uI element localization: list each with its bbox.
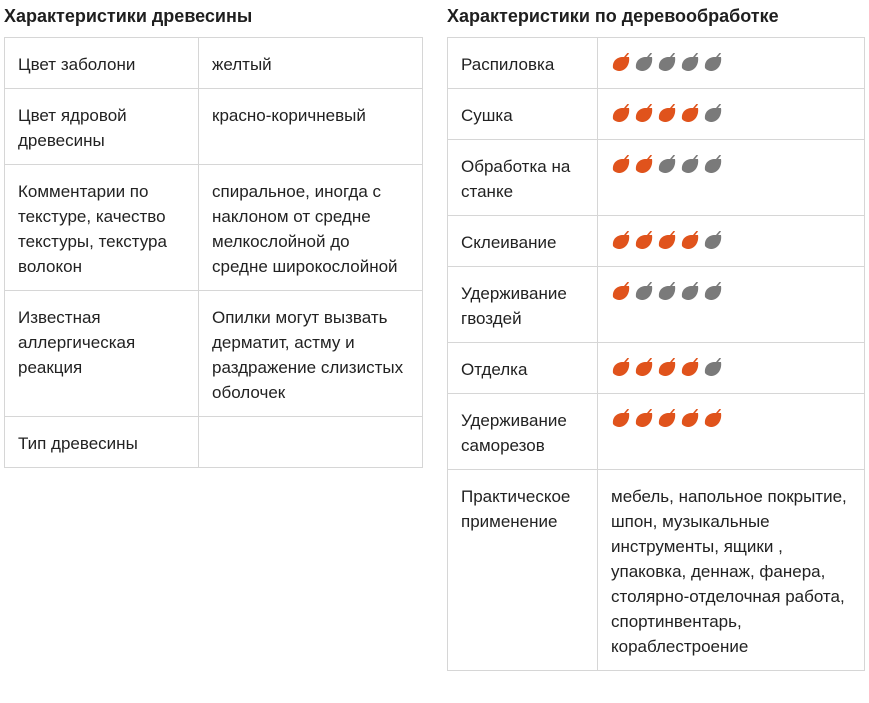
rating-cell: [597, 342, 865, 394]
wood-characteristics-title: Характеристики древесины: [4, 6, 253, 26]
leaf-icon: [611, 155, 631, 175]
table-row: Цвет заболони желтый: [4, 37, 423, 89]
leaf-icon: [657, 155, 677, 175]
leaf-icon: [703, 231, 723, 251]
leaf-icon: [703, 358, 723, 378]
rating-label: Отделка: [447, 342, 598, 394]
leaf-icon: [657, 358, 677, 378]
leaf-icon: [634, 104, 654, 124]
table-row: Тип древесины: [4, 416, 423, 468]
leaf-icon: [703, 155, 723, 175]
leaf-icon: [703, 282, 723, 302]
rating-label: Склеивание: [447, 215, 598, 267]
leaf-icon: [634, 282, 654, 302]
leaf-icon: [657, 409, 677, 429]
leaf-icon: [680, 53, 700, 73]
leaf-icon: [657, 104, 677, 124]
leaf-icon: [634, 358, 654, 378]
leaf-icon: [611, 358, 631, 378]
leaf-icon: [703, 53, 723, 73]
property-label: Известная аллергическая реакция: [4, 290, 199, 417]
table-row: Отделка: [447, 342, 865, 394]
leaf-rating: [611, 281, 852, 302]
property-value: [198, 416, 423, 468]
leaf-icon: [680, 231, 700, 251]
rating-cell: [597, 393, 865, 470]
leaf-icon: [657, 53, 677, 73]
leaf-rating: [611, 103, 852, 124]
rating-cell: [597, 266, 865, 343]
property-label: Тип древесины: [4, 416, 199, 468]
rating-cell: [597, 37, 865, 89]
leaf-rating: [611, 230, 852, 251]
wood-characteristics-table: Цвет заболони желтый Цвет ядровой древес…: [4, 37, 423, 468]
leaf-icon: [611, 53, 631, 73]
rating-cell: [597, 139, 865, 216]
leaf-icon: [611, 409, 631, 429]
woodworking-characteristics-table: Распиловка Сушка Обработка на станке Скл…: [447, 37, 865, 671]
leaf-icon: [657, 231, 677, 251]
leaf-icon: [634, 231, 654, 251]
table-row: Распиловка: [447, 37, 865, 89]
woodworking-characteristics-title: Характеристики по деревообработке: [447, 6, 779, 26]
property-label: Цвет ядровой древесины: [4, 88, 199, 165]
rating-label: Удерживание саморезов: [447, 393, 598, 470]
rating-label: Обработка на станке: [447, 139, 598, 216]
property-value: красно-коричневый: [198, 88, 423, 165]
leaf-icon: [680, 282, 700, 302]
leaf-icon: [703, 104, 723, 124]
leaf-rating: [611, 408, 852, 429]
leaf-icon: [634, 155, 654, 175]
table-row: Удерживание гвоздей: [447, 266, 865, 343]
leaf-icon: [611, 104, 631, 124]
woodworking-characteristics-panel: Характеристики по деревообработке Распил…: [447, 4, 865, 671]
property-label: Цвет заболони: [4, 37, 199, 89]
table-row: Удерживание саморезов: [447, 393, 865, 470]
leaf-icon: [680, 409, 700, 429]
table-row: Склеивание: [447, 215, 865, 267]
table-row: Обработка на станке: [447, 139, 865, 216]
leaf-icon: [611, 231, 631, 251]
leaf-icon: [680, 104, 700, 124]
rating-cell: [597, 88, 865, 140]
property-value: желтый: [198, 37, 423, 89]
wood-characteristics-panel: Характеристики древесины Цвет заболони ж…: [4, 4, 423, 468]
rating-label: Удерживание гвоздей: [447, 266, 598, 343]
leaf-icon: [611, 282, 631, 302]
rating-label: Сушка: [447, 88, 598, 140]
property-value: Опилки могут вызвать дерматит, астму и р…: [198, 290, 423, 417]
rating-cell: [597, 215, 865, 267]
property-label: Комментарии по текстуре, качество тексту…: [4, 164, 199, 291]
leaf-icon: [634, 53, 654, 73]
leaf-rating: [611, 52, 852, 73]
usage-label: Практическое применение: [447, 469, 598, 671]
table-row: Сушка: [447, 88, 865, 140]
leaf-icon: [657, 282, 677, 302]
leaf-icon: [703, 409, 723, 429]
usage-value: мебель, напольное покрытие, шпон, музыка…: [597, 469, 865, 671]
table-row: Практическое применение мебель, напольно…: [447, 469, 865, 671]
leaf-rating: [611, 357, 852, 378]
leaf-icon: [680, 155, 700, 175]
leaf-rating: [611, 154, 852, 175]
table-row: Цвет ядровой древесины красно-коричневый: [4, 88, 423, 165]
leaf-icon: [634, 409, 654, 429]
leaf-icon: [680, 358, 700, 378]
rating-label: Распиловка: [447, 37, 598, 89]
table-row: Комментарии по текстуре, качество тексту…: [4, 164, 423, 291]
table-row: Известная аллергическая реакция Опилки м…: [4, 290, 423, 417]
property-value: спиральное, иногда с наклоном от средне …: [198, 164, 423, 291]
